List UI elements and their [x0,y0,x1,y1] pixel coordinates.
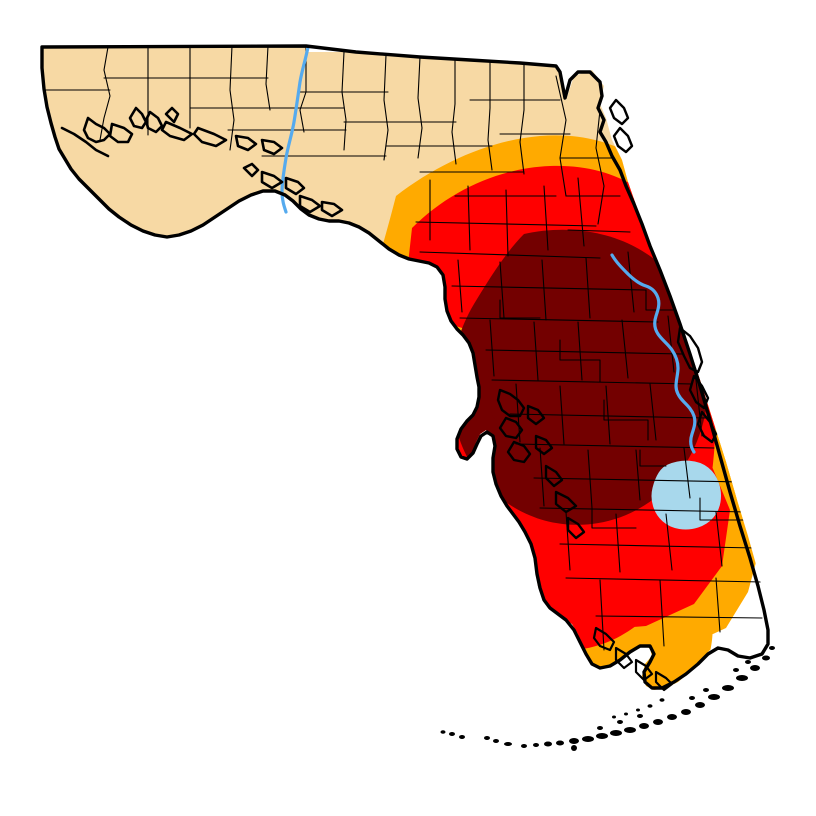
florida-keys [440,646,775,751]
florida-bay-islets [612,698,665,719]
coastal-detail-westcoast [496,388,586,540]
coastal-detail-everglades [592,626,674,692]
coastal-detail-eastcoast [608,98,718,444]
coastal-detail-panhandle [60,106,344,218]
lake-okeechobee [651,460,721,530]
st-johns-river [610,253,697,454]
florida-state-outline [40,44,770,690]
county-boundaries [42,46,763,651]
